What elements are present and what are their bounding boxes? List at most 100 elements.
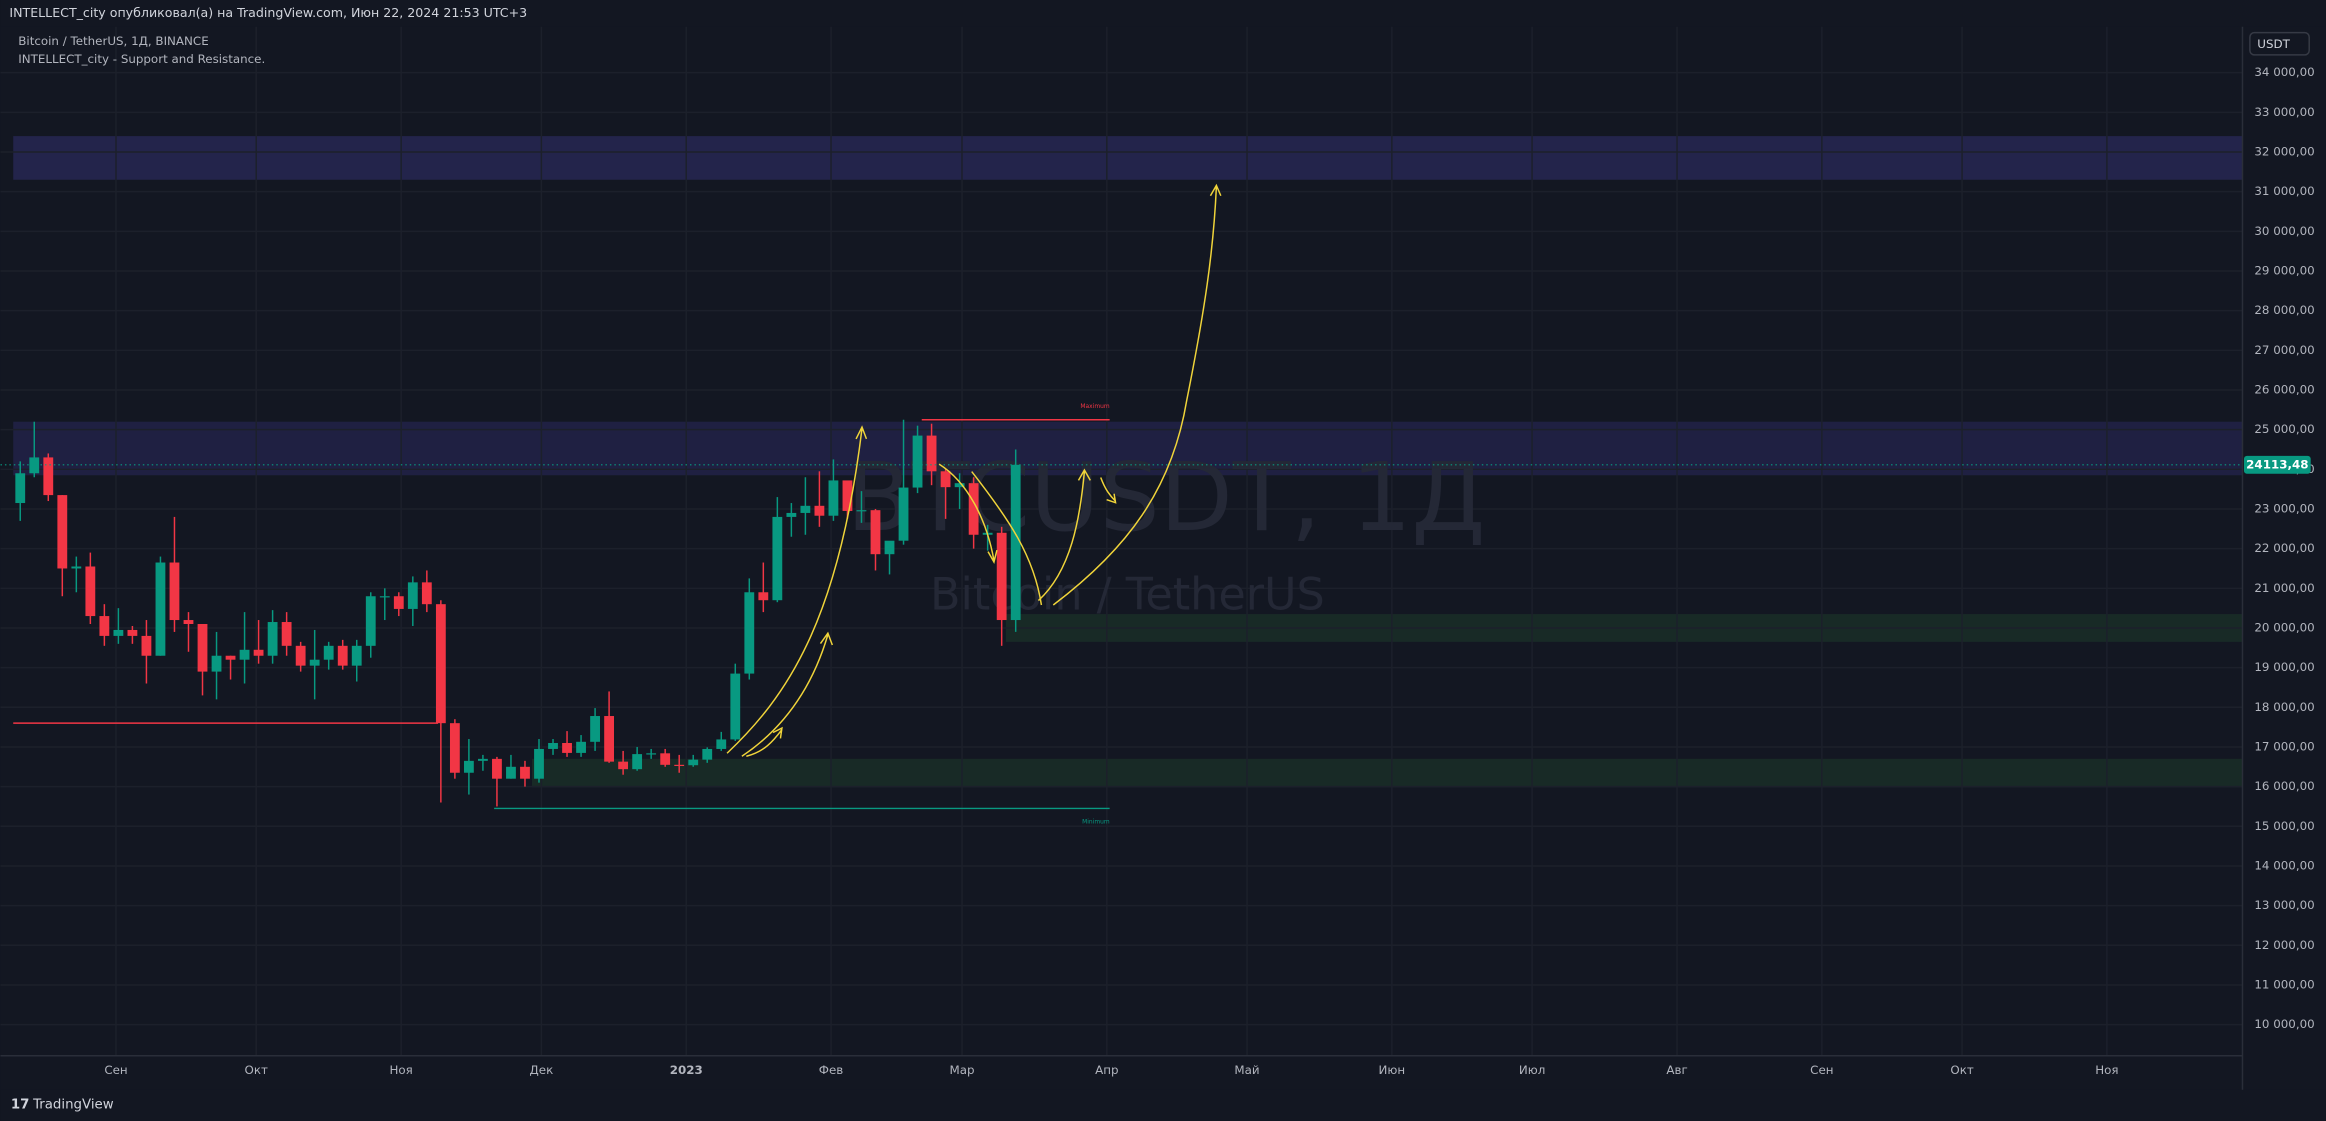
y-tick-label: 21 000,00: [2254, 581, 2314, 595]
candle-body: [15, 473, 26, 504]
candle-body: [828, 480, 839, 516]
y-tick-label: 34 000,00: [2254, 65, 2314, 79]
y-tick-label: 23 000,00: [2254, 501, 2314, 515]
candle-body: [856, 510, 867, 512]
y-tick-label: 18 000,00: [2254, 700, 2314, 714]
candle-body: [940, 471, 951, 488]
footer-bar: [0, 1089, 2326, 1121]
currency-label[interactable]: USDT: [2257, 37, 2290, 51]
candle-body: [716, 739, 727, 749]
candle-body: [674, 764, 685, 767]
candle-body: [646, 753, 657, 755]
candle-body: [29, 457, 40, 474]
candle-body: [912, 435, 923, 488]
candle-body: [842, 480, 853, 511]
footer-brand[interactable]: TradingView: [32, 1098, 114, 1113]
watermark-sub: Bitcoin / TetherUS: [930, 570, 1325, 621]
candle-body: [281, 622, 292, 646]
candle-body: [421, 582, 432, 605]
candle-body: [211, 655, 222, 672]
x-tick-label: Авг: [1666, 1063, 1687, 1077]
y-tick-label: 14 000,00: [2254, 858, 2314, 872]
candle-body: [393, 596, 404, 609]
zone: [13, 136, 2243, 180]
x-tick-label: Ноя: [390, 1063, 413, 1077]
y-tick-label: 30 000,00: [2254, 224, 2314, 238]
candle-body: [506, 766, 516, 779]
y-tick-label: 25 000,00: [2254, 422, 2314, 436]
candle-body: [253, 649, 264, 656]
arrow: [1037, 468, 1091, 602]
candle-body: [169, 562, 180, 621]
header-bar: [0, 0, 2326, 27]
arrow: [746, 726, 783, 757]
candle-body: [618, 761, 629, 770]
candle-body: [478, 758, 488, 761]
candle-body: [85, 566, 96, 617]
candle-body: [337, 645, 348, 666]
x-tick-label: Окт: [1950, 1063, 1973, 1077]
candle-body: [141, 635, 152, 656]
candle-body: [814, 505, 825, 516]
candle-body: [492, 758, 502, 779]
candle-body: [155, 562, 166, 656]
x-tick-label: Апр: [1095, 1063, 1118, 1077]
candle-body: [590, 716, 600, 742]
currency-button[interactable]: [2249, 31, 2310, 56]
watermark: BTCUSDT, 1Д: [846, 443, 1485, 553]
x-tick-label: Дек: [530, 1063, 554, 1077]
last-price-tag: [2243, 455, 2311, 474]
candle-body: [197, 624, 208, 672]
candle-body: [772, 516, 783, 601]
candle-body: [604, 716, 615, 762]
x-tick-label: Июн: [1379, 1063, 1406, 1077]
zone: [13, 421, 2243, 476]
y-tick-label: 32 000,00: [2254, 144, 2314, 158]
y-tick-label: 19 000,00: [2254, 660, 2314, 674]
arrow: [741, 631, 834, 757]
candle-body: [660, 753, 671, 765]
candle-body: [786, 512, 797, 517]
legend-symbol: Bitcoin / TetherUS, 1Д, BINANCE: [18, 34, 208, 48]
y-tick-label: 26 000,00: [2254, 382, 2314, 396]
level-label: Maximum: [1080, 403, 1109, 410]
candle-body: [295, 645, 306, 666]
candle-body: [996, 532, 1007, 621]
y-tick-label: 15 000,00: [2254, 819, 2314, 833]
x-tick-label: Ноя: [2095, 1063, 2118, 1077]
legend-indicator: INTELLECT_city - Support and Resistance.: [18, 52, 265, 66]
candle-body: [309, 659, 320, 666]
x-tick-label: Фев: [819, 1063, 844, 1077]
candle-body: [365, 596, 376, 646]
candle-body: [71, 566, 82, 569]
arrow: [726, 425, 868, 754]
candle-body: [463, 760, 474, 773]
x-tick-label: Сен: [104, 1063, 127, 1077]
candle-body: [43, 457, 54, 496]
candle-body: [632, 754, 643, 770]
last-price-label: 24113,48: [2246, 457, 2308, 471]
arrow: [1100, 477, 1117, 504]
candle-body: [449, 723, 460, 773]
x-tick-label: Июл: [1519, 1063, 1545, 1077]
candle-body: [99, 616, 110, 636]
candle-body: [379, 596, 390, 598]
candle-body: [744, 592, 755, 674]
drawings: [726, 183, 1222, 757]
candle-body: [702, 748, 713, 760]
y-tick-label: 33 000,00: [2254, 105, 2314, 119]
arrow: [938, 463, 998, 564]
candle-body: [1010, 464, 1021, 621]
candle-body: [968, 483, 979, 535]
y-tick-label: 31 000,00: [2254, 184, 2314, 198]
y-tick-label: 22 000,00: [2254, 541, 2314, 555]
candle-body: [520, 766, 530, 779]
candle-body: [407, 582, 418, 609]
arrow: [971, 471, 1043, 606]
y-tick-label: 12 000,00: [2254, 938, 2314, 952]
candle-body: [267, 622, 278, 656]
level-label: Minimum: [1082, 818, 1110, 825]
